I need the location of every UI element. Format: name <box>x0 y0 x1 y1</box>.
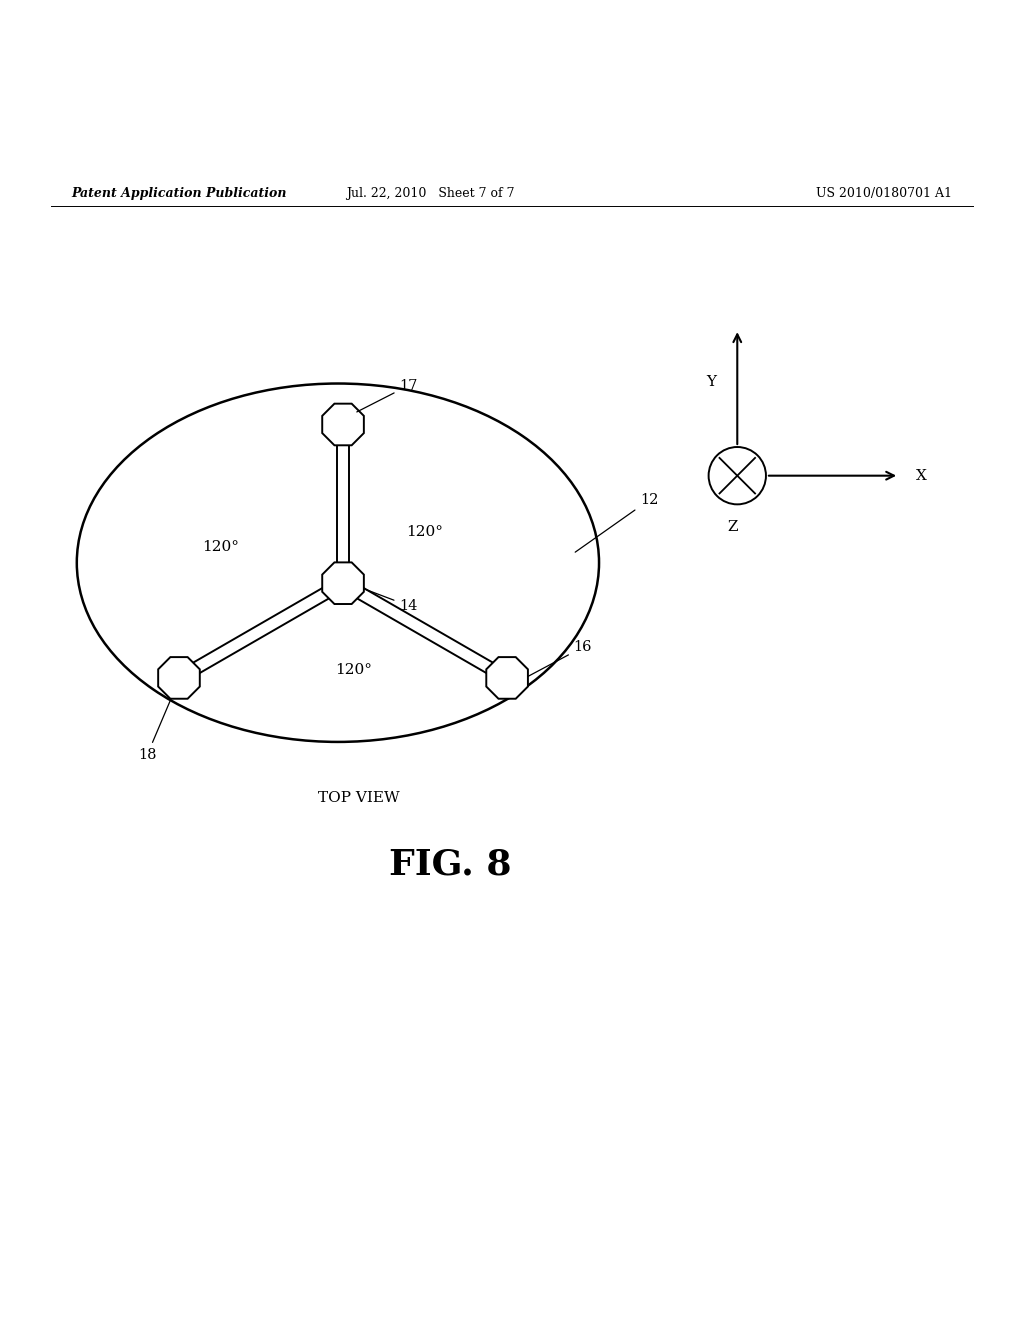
Text: Patent Application Publication: Patent Application Publication <box>72 186 287 199</box>
Text: X: X <box>916 469 927 483</box>
Polygon shape <box>486 657 528 698</box>
Text: 17: 17 <box>356 379 418 412</box>
Polygon shape <box>176 578 346 684</box>
Text: Z: Z <box>727 520 737 533</box>
Polygon shape <box>340 578 510 684</box>
Text: 120°: 120° <box>407 525 443 539</box>
Polygon shape <box>323 404 364 445</box>
Text: FIG. 8: FIG. 8 <box>389 847 512 882</box>
Polygon shape <box>323 562 364 605</box>
Text: 14: 14 <box>364 589 418 612</box>
Text: TOP VIEW: TOP VIEW <box>317 791 399 805</box>
Text: 120°: 120° <box>202 540 239 554</box>
Text: 12: 12 <box>575 492 658 552</box>
Polygon shape <box>337 425 349 583</box>
Text: 120°: 120° <box>335 663 372 677</box>
Text: 18: 18 <box>138 698 171 762</box>
Polygon shape <box>158 657 200 698</box>
Text: Y: Y <box>707 375 717 389</box>
Text: 16: 16 <box>527 640 592 677</box>
Text: US 2010/0180701 A1: US 2010/0180701 A1 <box>816 186 952 199</box>
Text: Jul. 22, 2010   Sheet 7 of 7: Jul. 22, 2010 Sheet 7 of 7 <box>346 186 514 199</box>
